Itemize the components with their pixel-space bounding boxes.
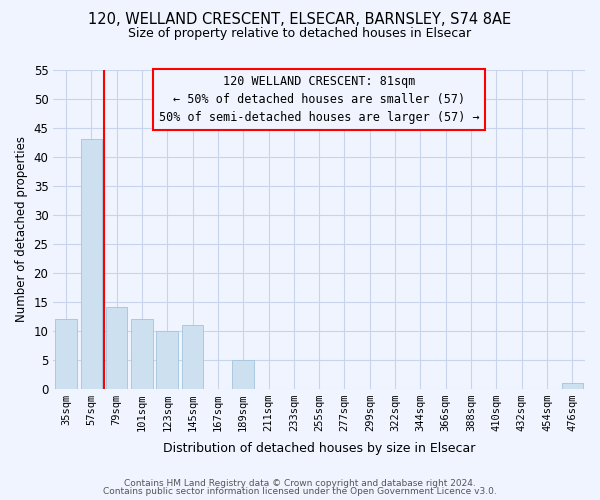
X-axis label: Distribution of detached houses by size in Elsecar: Distribution of detached houses by size … bbox=[163, 442, 475, 455]
Bar bbox=[55, 319, 77, 388]
Bar bbox=[182, 325, 203, 388]
Text: 120, WELLAND CRESCENT, ELSECAR, BARNSLEY, S74 8AE: 120, WELLAND CRESCENT, ELSECAR, BARNSLEY… bbox=[88, 12, 512, 28]
Bar bbox=[232, 360, 254, 388]
Text: 120 WELLAND CRESCENT: 81sqm
← 50% of detached houses are smaller (57)
50% of sem: 120 WELLAND CRESCENT: 81sqm ← 50% of det… bbox=[159, 75, 479, 124]
Bar bbox=[106, 308, 127, 388]
Text: Contains public sector information licensed under the Open Government Licence v3: Contains public sector information licen… bbox=[103, 487, 497, 496]
Bar bbox=[562, 382, 583, 388]
Bar bbox=[80, 140, 102, 388]
Text: Contains HM Land Registry data © Crown copyright and database right 2024.: Contains HM Land Registry data © Crown c… bbox=[124, 478, 476, 488]
Bar bbox=[131, 319, 152, 388]
Bar bbox=[157, 330, 178, 388]
Y-axis label: Number of detached properties: Number of detached properties bbox=[15, 136, 28, 322]
Text: Size of property relative to detached houses in Elsecar: Size of property relative to detached ho… bbox=[128, 28, 472, 40]
